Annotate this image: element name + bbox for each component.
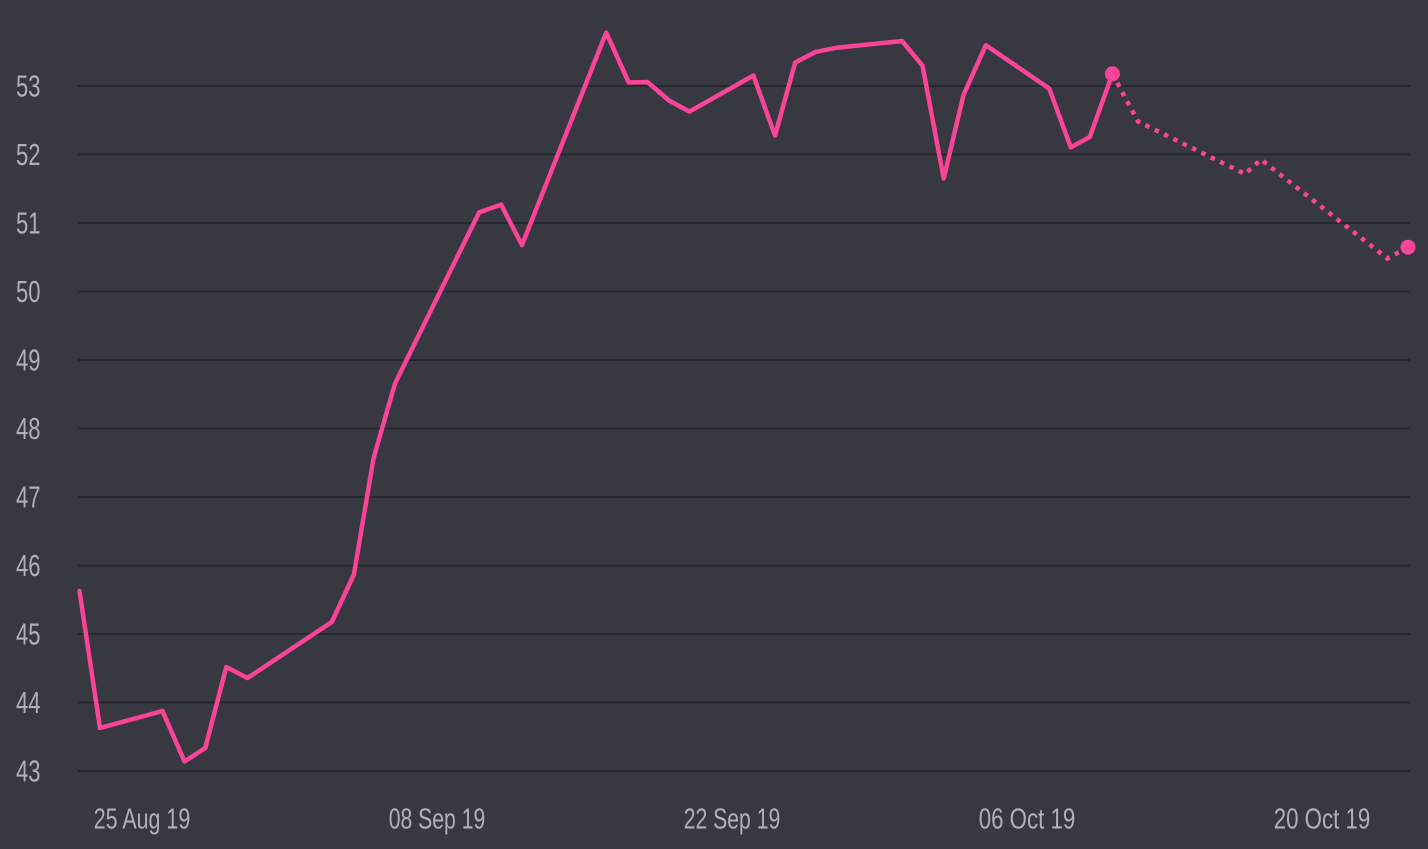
svg-text:44: 44 (16, 686, 41, 720)
svg-text:20 Oct 19: 20 Oct 19 (1274, 804, 1371, 836)
svg-text:22 Sep 19: 22 Sep 19 (684, 804, 781, 836)
svg-text:52: 52 (16, 138, 41, 172)
svg-text:53: 53 (16, 70, 41, 104)
svg-text:43: 43 (16, 755, 41, 789)
svg-text:49: 49 (16, 344, 41, 378)
svg-text:47: 47 (16, 481, 41, 515)
svg-text:50: 50 (16, 275, 41, 309)
svg-text:46: 46 (16, 549, 41, 583)
svg-text:48: 48 (16, 412, 41, 446)
svg-text:45: 45 (16, 618, 41, 652)
svg-text:06 Oct 19: 06 Oct 19 (979, 804, 1076, 836)
svg-text:51: 51 (16, 207, 41, 241)
svg-text:25 Aug 19: 25 Aug 19 (94, 804, 191, 836)
svg-text:08 Sep 19: 08 Sep 19 (389, 804, 486, 836)
